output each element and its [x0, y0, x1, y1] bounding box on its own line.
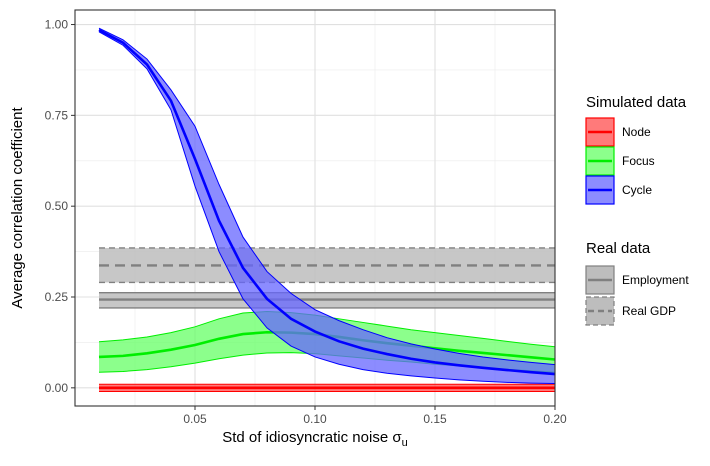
simulated-data-bands — [98, 27, 556, 392]
line-cycle — [98, 28, 556, 376]
legend: Simulated data Node Focus Cycle Real data Emp… — [585, 94, 689, 326]
axes: 0.05 0.10 0.15 0.20 0.00 0.25 0.50 0.75 1.00 Std … — [9, 18, 567, 449]
legend-item-real-gdp: Real GDP — [585, 296, 676, 326]
y-tick-label: 0.25 — [45, 290, 69, 304]
x-tick-label: 0.20 — [543, 412, 567, 426]
real-band-real-gdp — [99, 247, 555, 284]
legend-item-cycle: Cycle — [585, 175, 652, 205]
x-axis-title-text: Std of idiosyncratic noise — [222, 429, 392, 446]
y-tick-label: 0.00 — [45, 381, 69, 395]
legend-item-focus: Focus — [585, 146, 655, 176]
y-axis-title: Average correlation coefficient — [9, 107, 26, 309]
y-tick-label: 0.75 — [45, 108, 69, 122]
x-axis-title: Std of idiosyncratic noise σu — [222, 429, 407, 449]
series-cycle — [98, 27, 556, 384]
band-upper-cycle — [98, 27, 556, 366]
legend-title-simulated: Simulated data — [586, 94, 687, 111]
legend-label-cycle: Cycle — [622, 183, 652, 197]
x-axis-title-symbol: σ — [392, 429, 402, 446]
band-lower-cycle — [98, 31, 556, 384]
real-data-bands — [99, 247, 555, 309]
legend-title-real: Real data — [586, 240, 651, 257]
legend-label-real-gdp: Real GDP — [622, 304, 676, 318]
series-node — [99, 383, 555, 392]
x-tick-label: 0.05 — [183, 412, 207, 426]
y-tick-label: 1.00 — [45, 18, 69, 32]
y-tick-label: 0.50 — [45, 199, 69, 213]
legend-item-employment: Employment — [585, 265, 689, 295]
x-axis-title-subscript: u — [402, 437, 408, 449]
legend-label-node: Node — [622, 125, 651, 139]
x-tick-label: 0.15 — [423, 412, 447, 426]
x-tick-label: 0.10 — [303, 412, 327, 426]
real-band-employment — [99, 291, 555, 309]
legend-label-employment: Employment — [622, 273, 689, 287]
legend-label-focus: Focus — [622, 154, 655, 168]
legend-item-node: Node — [585, 117, 651, 147]
